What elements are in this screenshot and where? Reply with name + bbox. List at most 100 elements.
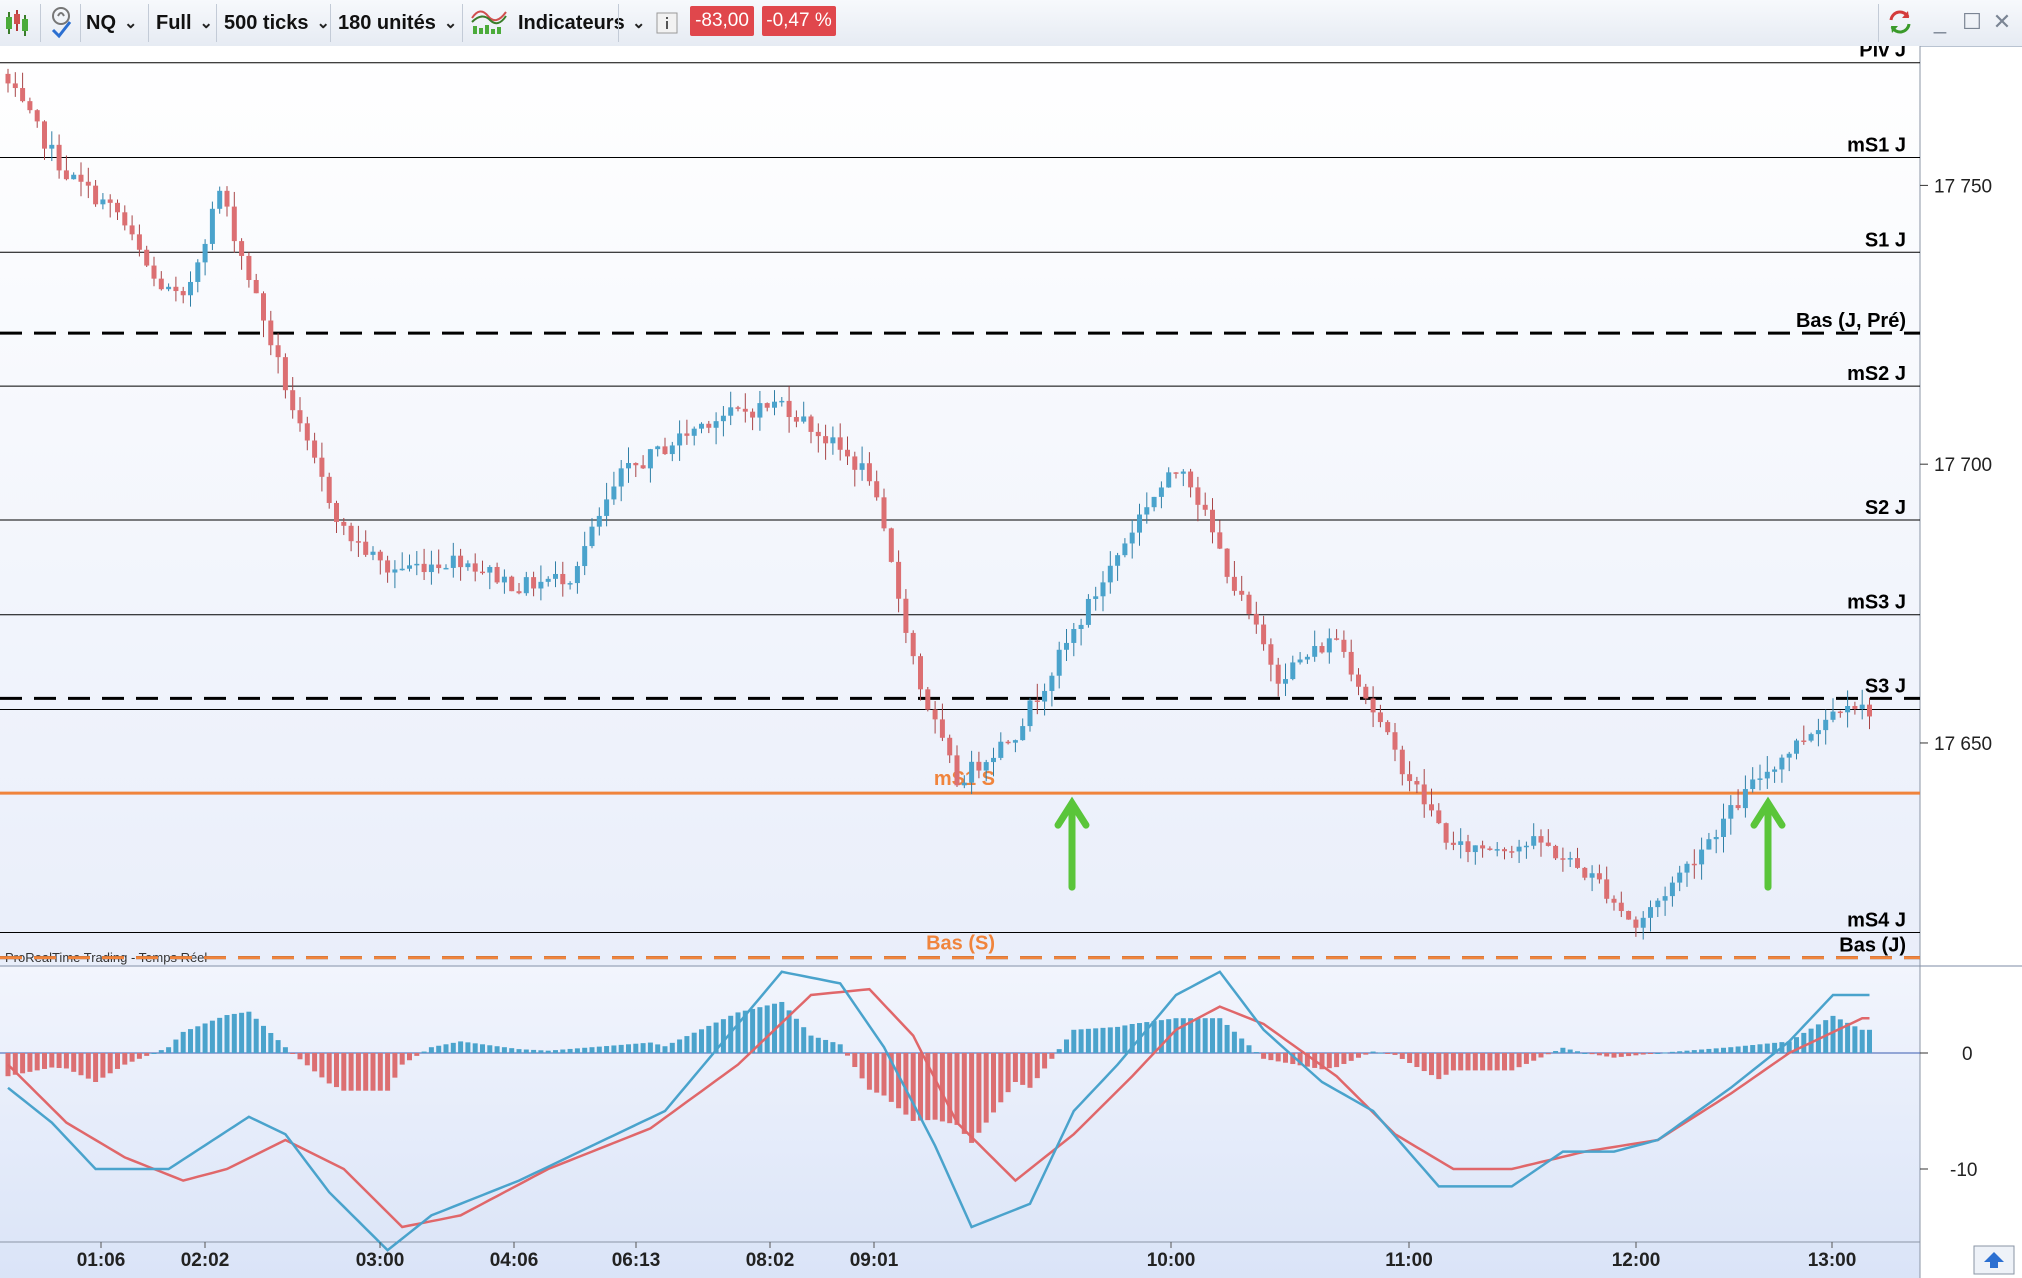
histogram-bar [1348,1053,1354,1061]
candle-body [786,400,792,418]
histogram-bar [1392,1053,1398,1055]
histogram-bar [166,1047,172,1053]
histogram-bar [793,1018,799,1053]
ticks-selector[interactable]: 500 ticks ⌄ [224,6,330,40]
histogram-bar [531,1049,537,1053]
candle-body [1553,845,1559,859]
candle-body [742,408,748,412]
candlestick-icon[interactable] [4,6,30,40]
chart-area[interactable]: ProRealTime Trading - Temps Réel Piv JmS… [0,46,2022,1278]
chevron-down-icon: ⌄ [124,15,138,32]
candles-layer [5,68,1872,940]
histogram-bar [1545,1053,1551,1055]
histogram-bar [78,1053,84,1076]
histogram-bar [1757,1044,1763,1053]
candle-body [596,515,602,527]
candle-body [1662,896,1668,901]
candle-body [1049,675,1055,691]
histogram-bar [385,1053,391,1091]
view-selector[interactable]: Full ⌄ [156,6,213,40]
candle-body [1575,858,1580,868]
candle-body [151,265,157,279]
histogram-bar [684,1036,690,1053]
price-axis: 17 750 17 700 17 650 [1920,176,1992,755]
histogram-bar [1684,1050,1690,1053]
candle-body [896,561,902,599]
histogram-bar [253,1018,259,1053]
candle-body [319,457,325,477]
histogram-bar [1662,1052,1668,1054]
histogram-bar [706,1025,712,1053]
candle-body [1334,638,1340,640]
histogram-bar [341,1053,347,1091]
histogram-bar [1275,1053,1281,1062]
candle-body [494,566,500,583]
histogram-bar [1027,1053,1033,1088]
candle-body [1056,649,1062,676]
scroll-up-icon[interactable] [1973,1245,2015,1275]
candle-body [1370,698,1376,713]
candle-body [297,410,303,424]
histogram-bar [224,1015,230,1053]
histogram-bar [1283,1053,1288,1063]
indicators-button[interactable]: Indicateurs [470,6,625,40]
minimize-icon[interactable]: _ [1933,9,1947,34]
candle-body [261,293,266,321]
histogram-bar [1407,1053,1413,1063]
histogram-bar [85,1053,91,1079]
candle-body [837,437,843,450]
candle-body [1429,804,1434,811]
candle-body [567,583,573,585]
candle-body [1341,639,1347,652]
close-icon[interactable]: ✕ [1992,9,2012,34]
histogram-bar [1326,1053,1332,1069]
candle-body [750,411,756,418]
time-axis: 01:06 02:02 03:00 04:06 06:13 08:02 09:01 10:00… [77,1242,1856,1271]
candle-body [728,407,734,416]
candle-body [1626,911,1632,920]
candle-body [1589,873,1595,878]
candle-body [1567,858,1573,860]
candle-body [655,446,661,450]
time-tick-label: 11:00 [1385,1250,1433,1271]
histogram-bar [866,1053,872,1090]
view-label: Full [156,11,192,34]
candle-body [830,437,836,444]
level-label-s1-j: S1 J [1865,229,1906,251]
histogram-bar [1210,1018,1215,1053]
histogram-bar [1049,1053,1055,1059]
candle-body [1735,805,1741,809]
candle-body [1151,496,1157,508]
alarm-icon[interactable] [48,6,74,40]
histogram-bar [604,1046,610,1053]
candle-body [202,243,208,263]
info-icon[interactable] [656,6,678,40]
instrument-selector[interactable]: NQ ⌄ [86,6,137,40]
candle-body [1823,719,1829,731]
histogram-bar [312,1053,318,1072]
indicators-dropdown[interactable]: ⌄ [624,6,645,40]
histogram-bar [1794,1037,1799,1053]
candle-body [1195,487,1201,505]
histogram-bar [501,1047,507,1053]
units-selector[interactable]: 180 unités ⌄ [338,6,457,40]
histogram-bar [1399,1053,1405,1059]
histogram-bar [976,1053,982,1133]
candle-body [823,436,829,444]
candle-body [1348,651,1354,675]
candle-body [78,174,84,182]
candle-body [1801,740,1807,742]
histogram-bar [647,1042,653,1053]
candle-body [509,576,515,592]
refresh-icon[interactable] [1886,8,1914,36]
candle-body [1356,674,1361,687]
candle-body [866,463,872,482]
candle-body [845,449,850,457]
histogram-bar [918,1053,923,1121]
histogram-bar [845,1053,850,1056]
candle-body [399,568,405,571]
candle-body [1677,872,1683,883]
histogram-bar [1458,1053,1464,1071]
maximize-icon[interactable]: ☐ [1962,9,1982,34]
candle-body [910,632,916,657]
